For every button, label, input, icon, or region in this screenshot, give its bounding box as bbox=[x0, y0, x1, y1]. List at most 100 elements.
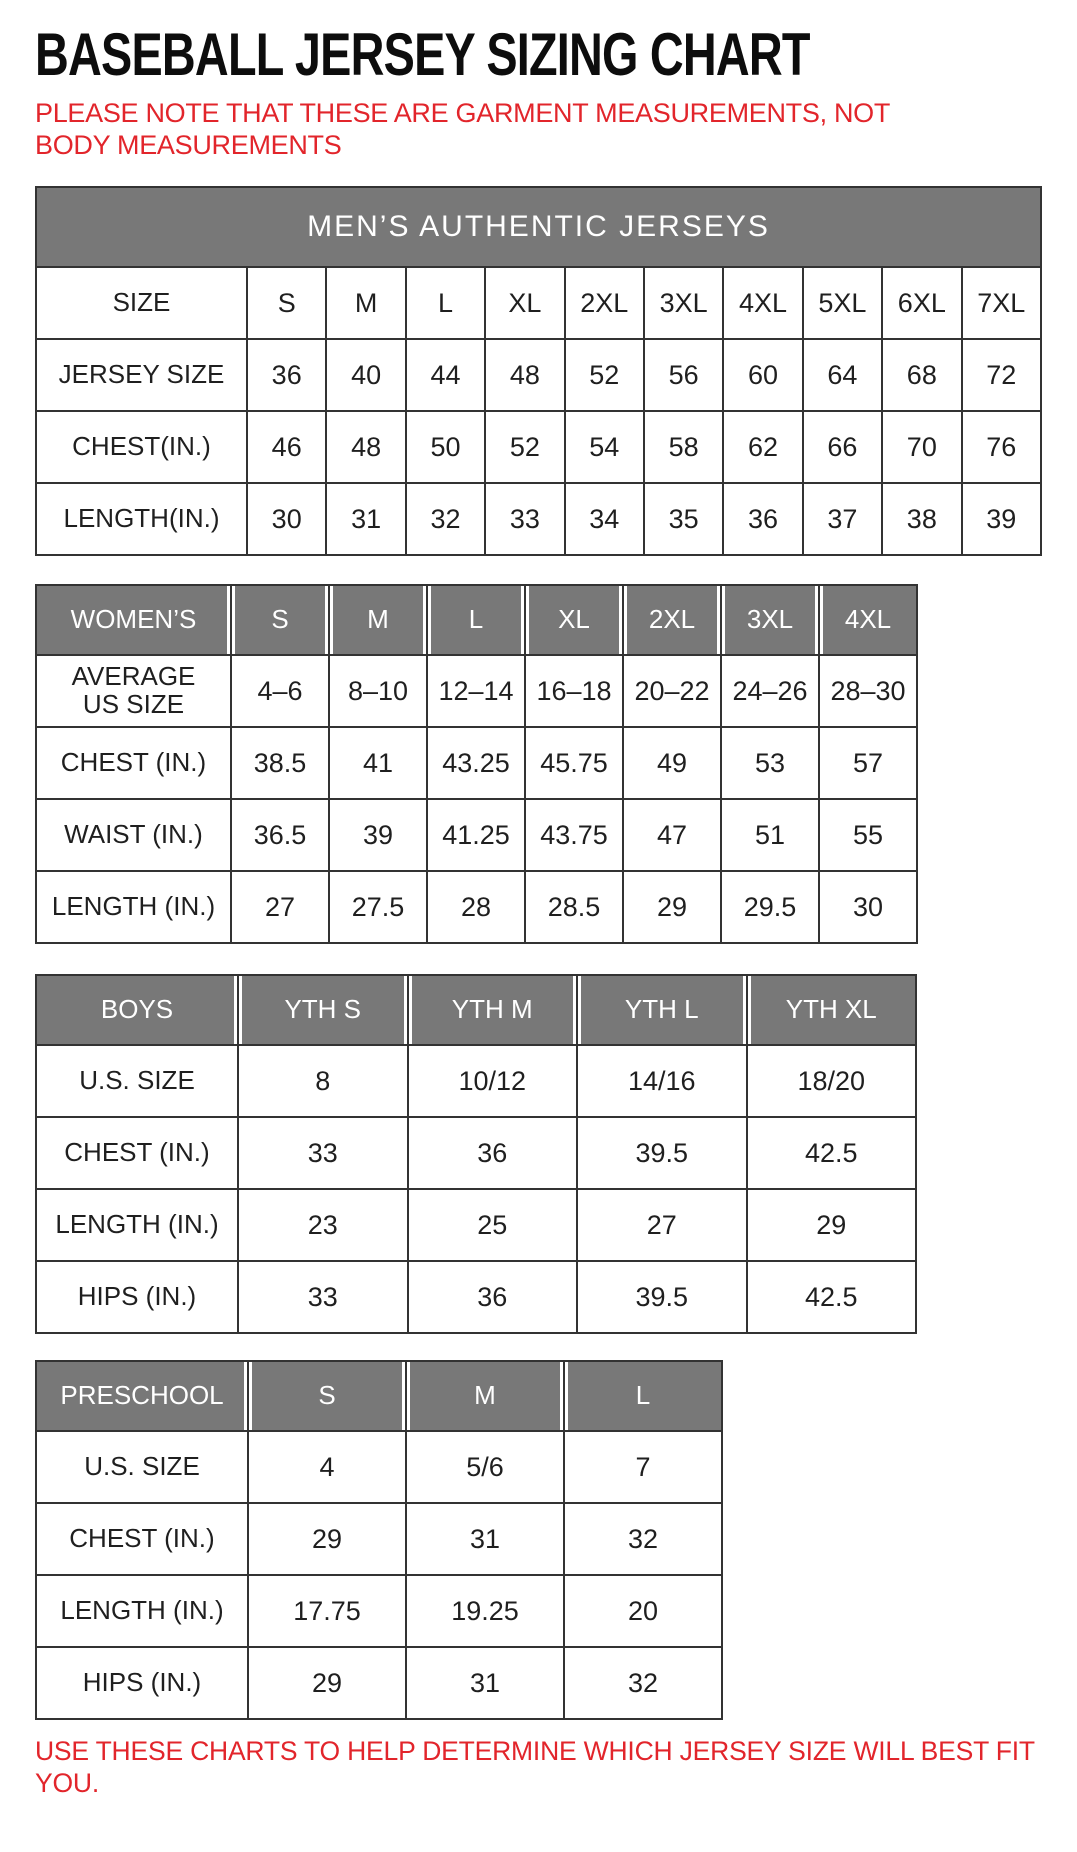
value-cell: 14/16 bbox=[576, 1043, 748, 1118]
table-row: AVERAGE US SIZE 4–6 8–10 12–14 16–18 20–22 24–… bbox=[35, 653, 918, 728]
value-cell: 36 bbox=[406, 1259, 578, 1334]
value-cell: 8 bbox=[237, 1043, 409, 1118]
value-cell: 32 bbox=[404, 481, 487, 556]
row-label-cell: WAIST (IN.) bbox=[35, 797, 232, 872]
value-cell: 2XL bbox=[563, 265, 645, 340]
value-cell: 32 bbox=[563, 1501, 723, 1576]
table-row: LENGTH(IN.) 30 31 32 33 34 35 36 37 38 39 bbox=[35, 481, 1043, 556]
row-label-cell: U.S. SIZE bbox=[35, 1043, 239, 1118]
table-row: LENGTH (IN.) 17.75 19.25 20 bbox=[35, 1573, 723, 1648]
value-cell: 66 bbox=[801, 409, 884, 484]
value-cell: 16–18 bbox=[524, 653, 624, 728]
row-label-cell: CHEST(IN.) bbox=[35, 409, 248, 484]
value-cell: 43.25 bbox=[426, 725, 526, 800]
value-cell: 39 bbox=[960, 481, 1043, 556]
value-cell: 19.25 bbox=[405, 1573, 565, 1648]
value-cell: 20 bbox=[563, 1573, 723, 1648]
row-label-cell: CHEST (IN.) bbox=[35, 1501, 249, 1576]
boys-section: BOYS YTH S YTH M YTH L YTH XL U.S. SIZE 8 10/12… bbox=[35, 973, 1042, 1334]
value-cell: 33 bbox=[484, 481, 566, 556]
value-cell: 28–30 bbox=[818, 653, 918, 728]
value-cell: XL bbox=[484, 265, 566, 340]
value-cell: 7XL bbox=[960, 265, 1043, 340]
value-cell: 25 bbox=[406, 1187, 578, 1262]
header-row: PRESCHOOL S M L bbox=[35, 1359, 723, 1432]
value-cell: 39 bbox=[328, 797, 428, 872]
value-cell: 38.5 bbox=[230, 725, 330, 800]
value-cell: 39.5 bbox=[576, 1115, 748, 1190]
value-cell: M bbox=[325, 265, 407, 340]
value-cell: 32 bbox=[563, 1645, 723, 1720]
value-cell: 70 bbox=[881, 409, 963, 484]
value-cell: 35 bbox=[642, 481, 725, 556]
value-cell: 41.25 bbox=[426, 797, 526, 872]
value-cell: 51 bbox=[720, 797, 820, 872]
header-label-cell: WOMEN’S bbox=[35, 583, 232, 656]
value-cell: 44 bbox=[404, 337, 487, 412]
table-row: SIZE S M L XL 2XL 3XL 4XL 5XL 6XL 7XL bbox=[35, 265, 1043, 340]
header-row: BOYS YTH S YTH M YTH L YTH XL bbox=[35, 973, 917, 1046]
value-cell: 41 bbox=[328, 725, 428, 800]
row-label-cell: SIZE bbox=[35, 265, 248, 340]
header-cell: S bbox=[230, 583, 330, 656]
row-label-cell: LENGTH (IN.) bbox=[35, 869, 232, 944]
value-cell: 76 bbox=[960, 409, 1043, 484]
value-cell: 31 bbox=[405, 1501, 565, 1576]
value-cell: 5/6 bbox=[405, 1429, 565, 1504]
value-cell: 5XL bbox=[801, 265, 884, 340]
table-row: HIPS (IN.) 33 36 39.5 42.5 bbox=[35, 1259, 917, 1334]
value-cell: 38 bbox=[881, 481, 963, 556]
womens-section: WOMEN’S S M L XL 2XL 3XL 4XL AVERAGE US SIZE 4–6 8… bbox=[35, 583, 1042, 944]
mens-authentic-jerseys-section: MEN’S AUTHENTIC JERSEYS SIZE S M L XL 2XL 3XL 4X… bbox=[35, 185, 1043, 556]
value-cell: 4–6 bbox=[230, 653, 330, 728]
value-cell: 4 bbox=[247, 1429, 407, 1504]
row-label-cell: CHEST (IN.) bbox=[35, 1115, 239, 1190]
value-cell: 68 bbox=[881, 337, 963, 412]
header-cell: 4XL bbox=[818, 583, 918, 656]
value-cell: 34 bbox=[563, 481, 645, 556]
value-cell: 36 bbox=[245, 337, 328, 412]
value-cell: 20–22 bbox=[622, 653, 722, 728]
value-cell: 18/20 bbox=[745, 1043, 917, 1118]
value-cell: 12–14 bbox=[426, 653, 526, 728]
value-cell: 30 bbox=[818, 869, 918, 944]
value-cell: 56 bbox=[642, 337, 725, 412]
value-cell: 57 bbox=[818, 725, 918, 800]
value-cell: 36.5 bbox=[230, 797, 330, 872]
value-cell: 27 bbox=[576, 1187, 748, 1262]
garment-measurements-note: PLEASE NOTE THAT THESE ARE GARMENT MEASU… bbox=[35, 98, 890, 161]
value-cell: 17.75 bbox=[247, 1573, 407, 1648]
value-cell: 28 bbox=[426, 869, 526, 944]
header-cell: M bbox=[405, 1359, 565, 1432]
row-label-cell: JERSEY SIZE bbox=[35, 337, 248, 412]
table-row: CHEST (IN.) 29 31 32 bbox=[35, 1501, 723, 1576]
table-row: LENGTH (IN.) 23 25 27 29 bbox=[35, 1187, 917, 1262]
value-cell: 30 bbox=[245, 481, 328, 556]
header-label-cell: PRESCHOOL bbox=[35, 1359, 249, 1432]
header-cell: L bbox=[563, 1359, 723, 1432]
row-label-cell: LENGTH(IN.) bbox=[35, 481, 248, 556]
value-cell: 42.5 bbox=[745, 1259, 917, 1334]
value-cell: 48 bbox=[325, 409, 407, 484]
table-row: LENGTH (IN.) 27 27.5 28 28.5 29 29.5 30 bbox=[35, 869, 918, 944]
value-cell: 53 bbox=[720, 725, 820, 800]
value-cell: 40 bbox=[325, 337, 407, 412]
value-cell: 27 bbox=[230, 869, 330, 944]
value-cell: 50 bbox=[404, 409, 487, 484]
row-label-cell: AVERAGE US SIZE bbox=[35, 653, 232, 728]
womens-table: WOMEN’S S M L XL 2XL 3XL 4XL AVERAGE US SIZE 4–6 8… bbox=[35, 583, 918, 944]
fit-advice-footer: USE THESE CHARTS TO HELP DETERMINE WHICH… bbox=[35, 1735, 1035, 1798]
table-banner: MEN’S AUTHENTIC JERSEYS bbox=[35, 185, 1042, 268]
value-cell: 48 bbox=[484, 337, 566, 412]
value-cell: 62 bbox=[722, 409, 804, 484]
value-cell: 54 bbox=[563, 409, 645, 484]
value-cell: 60 bbox=[722, 337, 804, 412]
row-label-cell: U.S. SIZE bbox=[35, 1429, 249, 1504]
value-cell: 7 bbox=[563, 1429, 723, 1504]
header-cell: M bbox=[328, 583, 428, 656]
value-cell: 3XL bbox=[642, 265, 725, 340]
preschool-section: PRESCHOOL S M L U.S. SIZE 4 5/6 7 CHEST (IN.) 29 3… bbox=[35, 1359, 1042, 1720]
value-cell: 52 bbox=[484, 409, 566, 484]
row-label-cell: HIPS (IN.) bbox=[35, 1645, 249, 1720]
value-cell: 24–26 bbox=[720, 653, 820, 728]
